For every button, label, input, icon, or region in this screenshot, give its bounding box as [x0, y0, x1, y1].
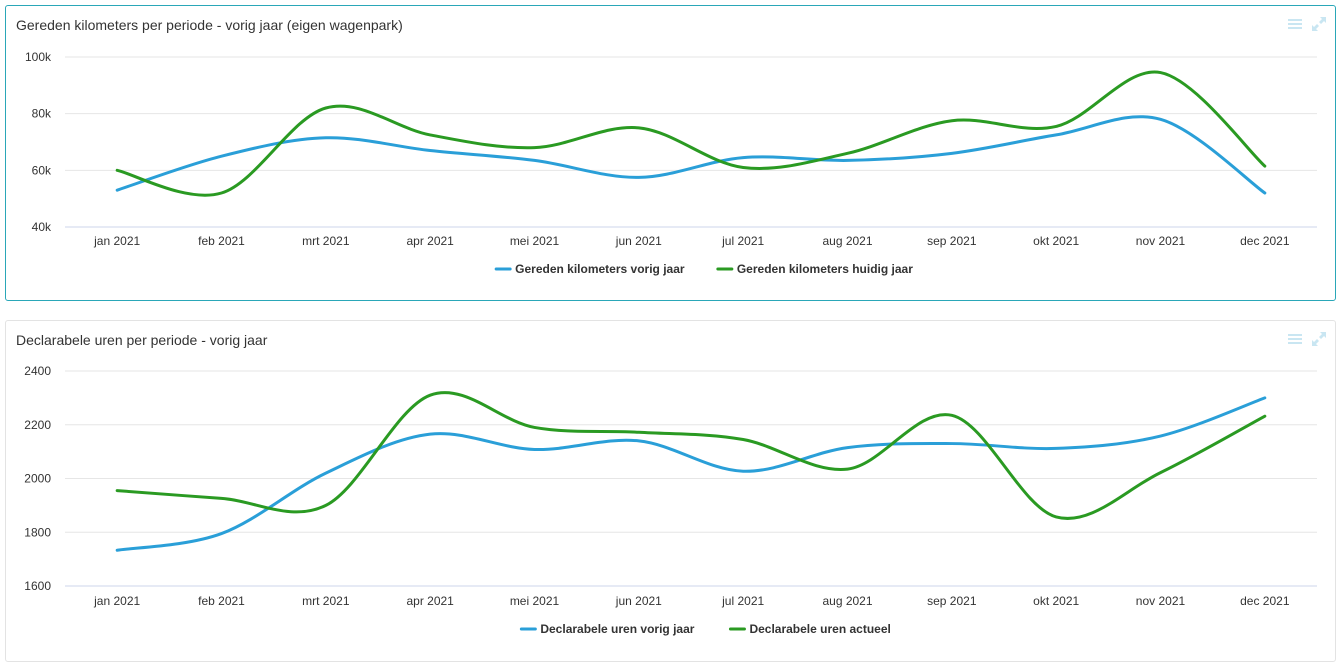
x-tick-label: apr 2021	[406, 594, 454, 608]
x-tick-label: sep 2021	[927, 234, 977, 248]
gridlines	[65, 56, 1317, 228]
x-tick-label: mrt 2021	[302, 594, 350, 608]
x-tick-label: jun 2021	[615, 234, 662, 248]
legend-label: Declarabele uren actueel	[749, 622, 890, 636]
x-tick-label: mei 2021	[510, 234, 560, 248]
x-tick-label: aug 2021	[822, 594, 872, 608]
series-line-1	[115, 70, 1267, 197]
y-tick-label: 1600	[24, 579, 51, 593]
gridlines	[65, 370, 1317, 587]
y-tick-label: 1800	[24, 525, 51, 539]
legend: Declarabele uren vorig jaar Declarabele u…	[519, 622, 891, 636]
y-tick-label: 60k	[32, 163, 52, 177]
legend-item[interactable]: Gereden kilometers vorig jaar	[494, 262, 685, 276]
x-tick-label: okt 2021	[1033, 594, 1079, 608]
x-tick-label: nov 2021	[1136, 234, 1186, 248]
x-tick-label: jul 2021	[721, 594, 764, 608]
legend-label: Gereden kilometers vorig jaar	[515, 262, 685, 276]
series-line-1	[115, 391, 1267, 520]
legend-item[interactable]: Declarabele uren actueel	[728, 622, 891, 636]
x-tick-label: jan 2021	[93, 234, 140, 248]
chart-panel-kilometers: Gereden kilometers per periode - vorig j…	[5, 5, 1336, 301]
x-tick-label: sep 2021	[927, 594, 977, 608]
x-tick-label: dec 2021	[1240, 594, 1290, 608]
x-tick-label: mrt 2021	[302, 234, 350, 248]
panel-title: Gereden kilometers per periode - vorig j…	[16, 17, 403, 33]
legend: Gereden kilometers vorig jaar Gereden kil…	[494, 262, 913, 276]
expand-icon[interactable]	[1311, 331, 1327, 347]
series-line-0	[115, 396, 1267, 552]
y-tick-label: 40k	[32, 220, 52, 234]
x-tick-label: jul 2021	[721, 234, 764, 248]
y-tick-label: 80k	[32, 107, 52, 121]
y-tick-label: 2000	[24, 472, 51, 486]
x-tick-label: nov 2021	[1136, 594, 1186, 608]
x-tick-label: aug 2021	[822, 234, 872, 248]
kilometers-line-chart: 40k 60k 80k 100k jan 2021 feb 2021 mrt 2021 apr…	[25, 50, 1317, 276]
x-tick-label: mei 2021	[510, 594, 560, 608]
chart-panel-hours: Declarabele uren per periode - vorig jaa…	[5, 320, 1336, 662]
x-tick-label: dec 2021	[1240, 234, 1290, 248]
x-tick-label: jan 2021	[93, 594, 140, 608]
legend-label: Gereden kilometers huidig jaar	[737, 262, 913, 276]
hamburger-menu-icon[interactable]	[1287, 16, 1303, 32]
hours-line-chart: 1600 1800 2000 2200 2400 jan 2021 feb 2021 mrt …	[24, 364, 1317, 636]
y-tick-label: 2400	[24, 364, 51, 378]
x-tick-label: feb 2021	[198, 594, 245, 608]
x-tick-label: jun 2021	[615, 594, 662, 608]
series-line-0	[115, 115, 1267, 195]
panel-toolbar	[1287, 16, 1327, 32]
hamburger-menu-icon[interactable]	[1287, 331, 1303, 347]
legend-item[interactable]: Declarabele uren vorig jaar	[519, 622, 695, 636]
y-tick-label: 100k	[25, 50, 52, 64]
x-tick-label: feb 2021	[198, 234, 245, 248]
y-tick-label: 2200	[24, 418, 51, 432]
legend-label: Declarabele uren vorig jaar	[540, 622, 694, 636]
x-tick-label: okt 2021	[1033, 234, 1079, 248]
x-tick-label: apr 2021	[406, 234, 454, 248]
panel-title: Declarabele uren per periode - vorig jaa…	[16, 332, 268, 348]
legend-item[interactable]: Gereden kilometers huidig jaar	[716, 262, 913, 276]
expand-icon[interactable]	[1311, 16, 1327, 32]
panel-toolbar	[1287, 331, 1327, 347]
